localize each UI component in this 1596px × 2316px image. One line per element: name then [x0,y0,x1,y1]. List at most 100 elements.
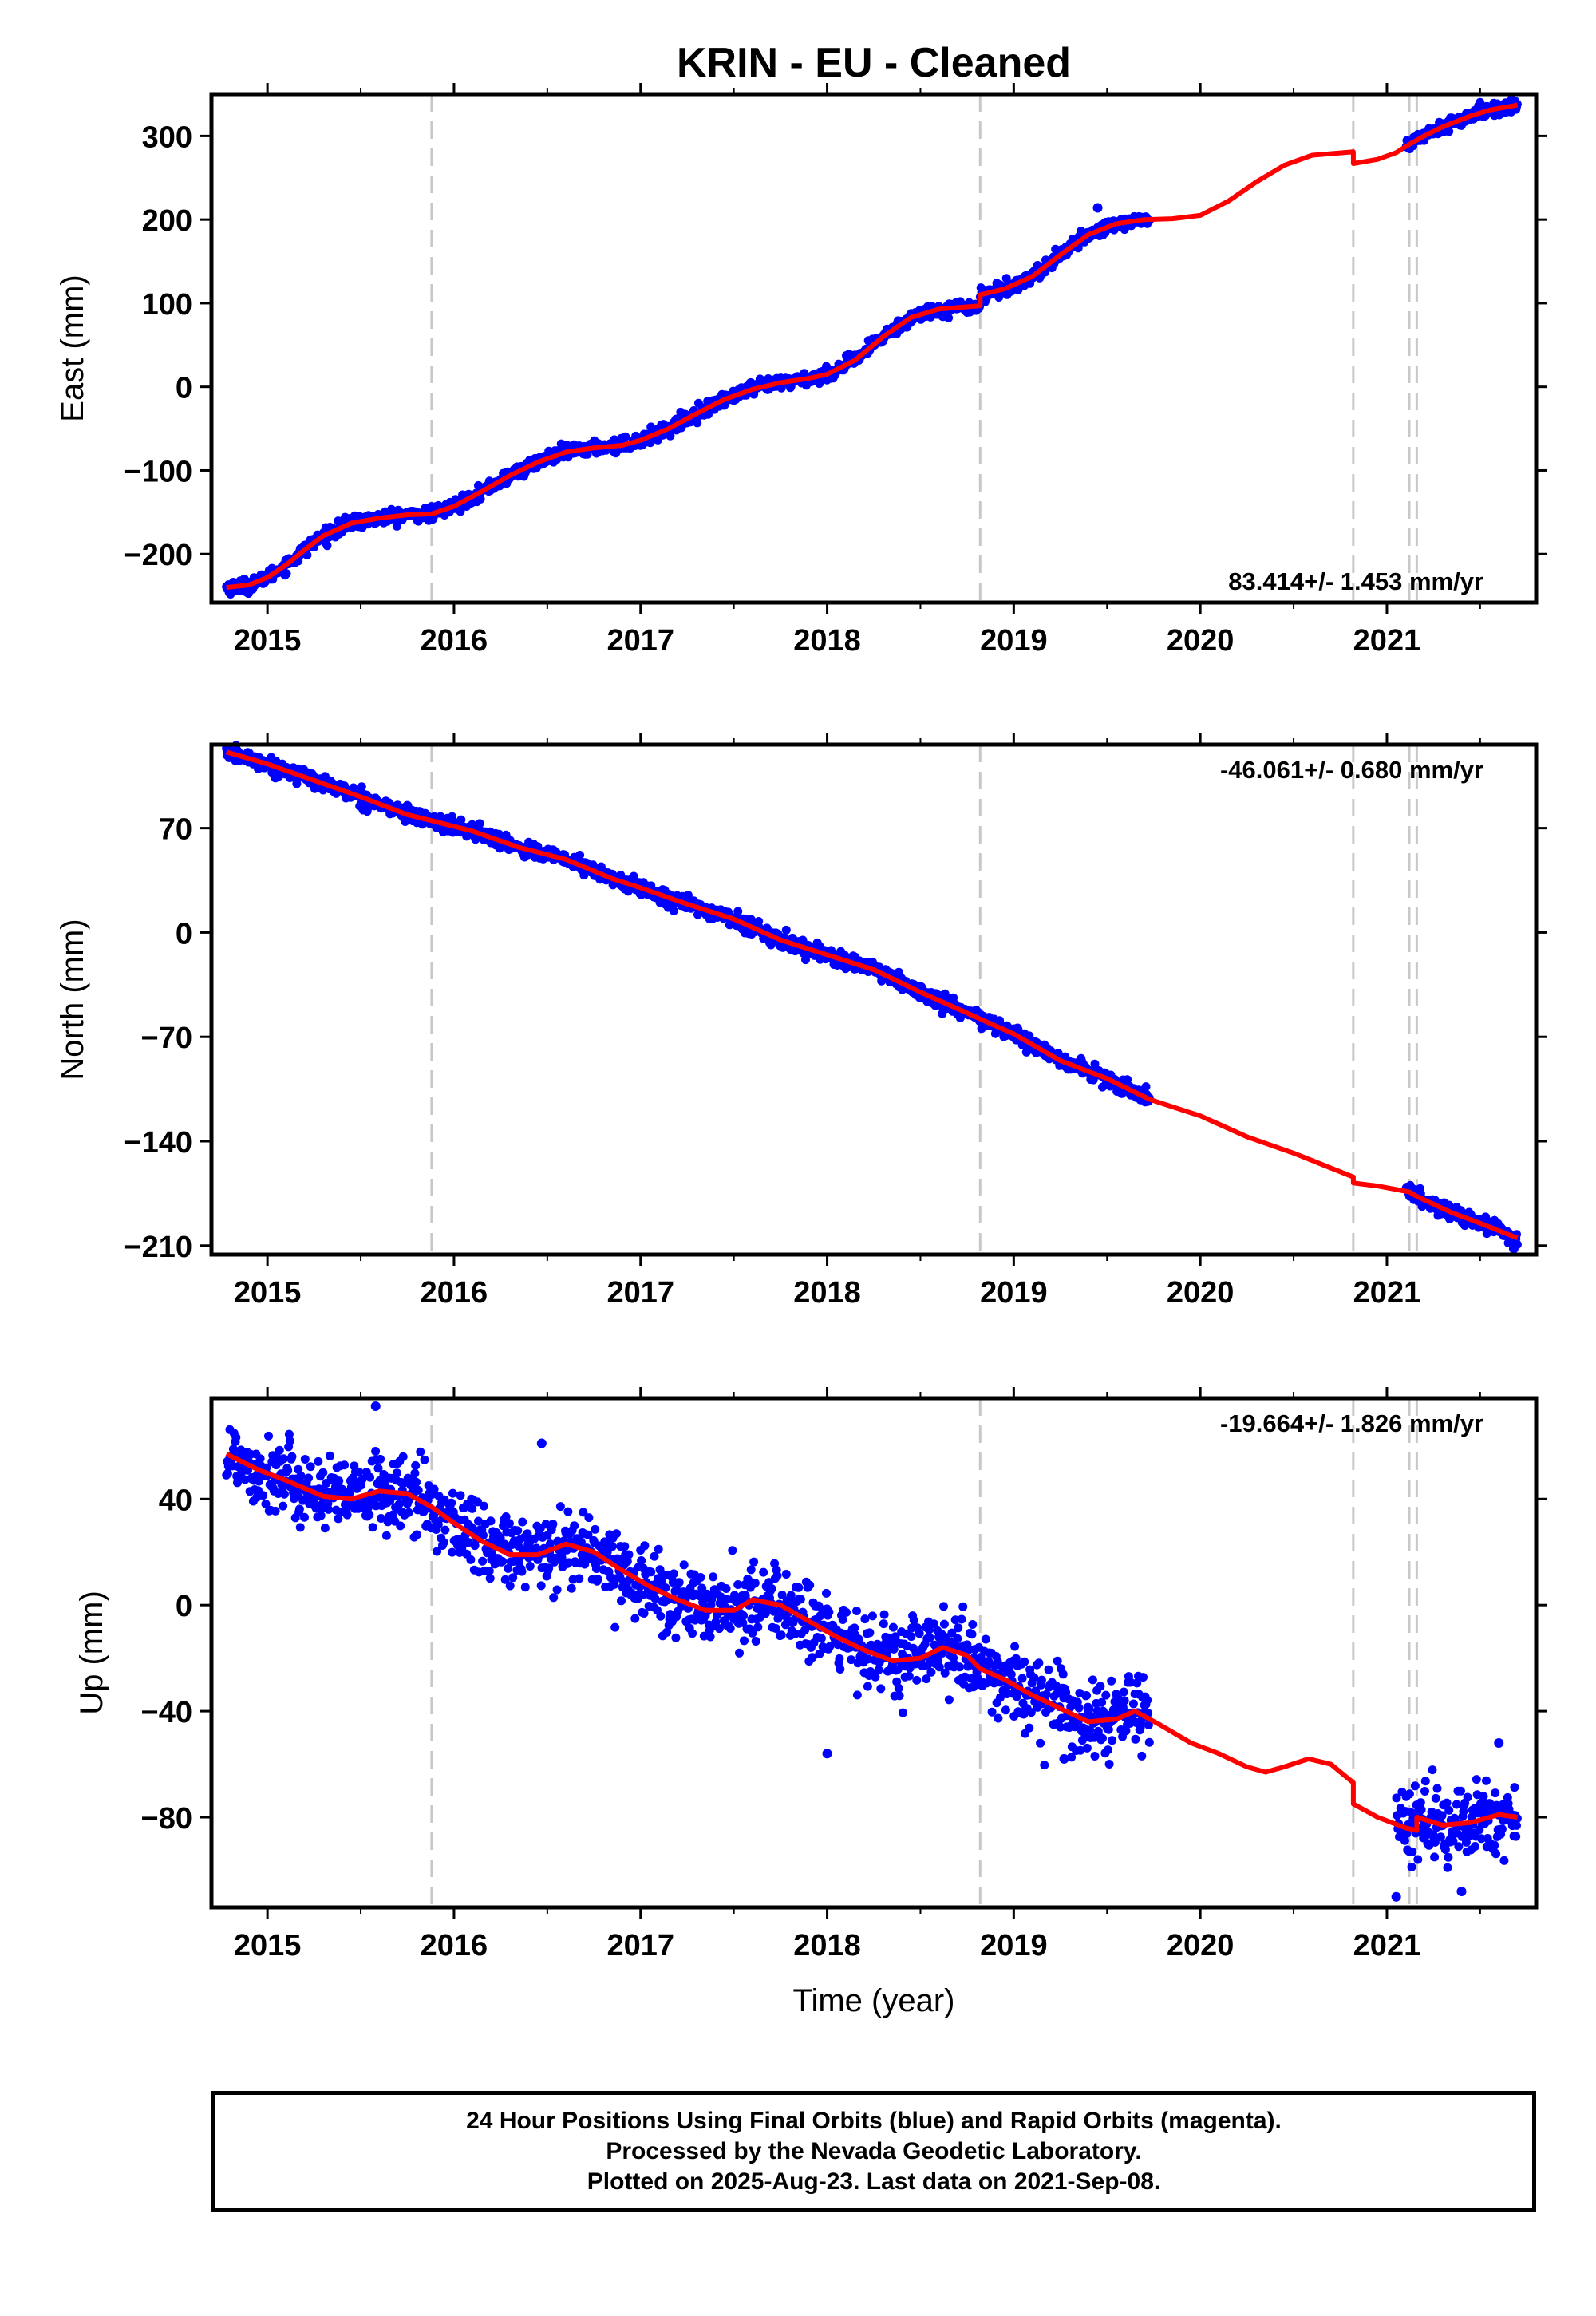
outlier-point [1092,203,1103,213]
data-point [1479,1792,1488,1801]
data-point [646,1567,656,1577]
data-point [711,1617,721,1626]
data-point [354,1467,364,1476]
y-tick-label: −40 [141,1696,192,1729]
data-point [349,783,358,792]
data-point [624,1550,634,1559]
data-point [1143,1696,1152,1705]
y-tick-label: 0 [176,372,192,405]
data-point [751,1637,760,1646]
data-point [735,1648,744,1658]
data-point [381,1531,391,1540]
data-point [575,851,585,860]
data-point [915,1629,924,1638]
data-point [610,1622,620,1632]
data-point [322,541,332,551]
data-point [1097,1697,1107,1707]
y-tick-label: −200 [124,539,192,572]
data-point [264,1431,273,1441]
data-point [1430,1837,1440,1847]
data-point [697,1583,707,1593]
outlier-point [1508,1243,1519,1254]
data-point [1067,1753,1077,1762]
data-point [1128,1699,1138,1709]
north-panel: 2015 2016 2017 2018 2019 2020 2021−210−140−700… [55,733,1547,1310]
x-tick-label: 2021 [1353,1929,1421,1962]
data-point [865,1628,875,1638]
data-point [1402,1829,1412,1838]
data-point [295,1523,305,1532]
data-point [1404,1789,1414,1799]
y-tick-label: 0 [176,1590,192,1623]
data-point [320,1524,330,1533]
data-point [271,1506,280,1516]
data-point [612,1529,621,1539]
model-fit-line [225,1452,1519,1833]
data-point [485,1574,495,1583]
data-point [801,955,810,965]
processing-notes-box: 24 Hour Positions Using Final Orbits (bl… [211,2091,1536,2212]
data-point [300,1455,310,1464]
data-point [575,1574,584,1583]
y-tick-label: −210 [124,1231,192,1264]
data-point [484,1567,494,1575]
data-point [474,1516,483,1526]
data-point [739,1611,749,1620]
data-point [1090,1752,1100,1761]
x-tick-label: 2017 [606,1929,674,1962]
data-point [630,1614,640,1623]
data-point [1040,1761,1049,1770]
x-tick-label: 2016 [421,1929,488,1962]
data-point [705,1632,715,1642]
data-point [1416,1805,1426,1815]
data-point [1119,1687,1128,1697]
data-point [1481,1212,1491,1222]
data-point [279,1501,288,1511]
data-point [412,1477,421,1487]
data-point [638,1590,647,1599]
y-tick-label: −80 [141,1802,192,1836]
data-point [944,313,954,322]
data-point [1452,1800,1461,1809]
data-point [835,1654,844,1663]
data-point [324,1504,334,1514]
data-point [893,1665,903,1674]
data-point [934,1655,943,1665]
data-point [777,1591,787,1599]
data-point [874,1665,883,1674]
data-point [1471,1842,1480,1851]
data-point [1026,1708,1036,1717]
data-point [396,1521,405,1531]
velocity-label: -46.061+/- 0.680 mm/yr [1220,756,1483,784]
data-point [1101,1690,1111,1700]
data-point [781,1570,791,1579]
y-axis-label: Up (mm) [74,1591,109,1715]
data-point [1020,1657,1029,1666]
data-point [231,1433,241,1442]
east-panel: 2015 2016 2017 2018 2019 2020 2021−200−1000100… [55,83,1547,658]
data-point [304,1473,314,1483]
data-point [316,1511,326,1520]
note-line-orbits: 24 Hour Positions Using Final Orbits (bl… [466,2108,1282,2134]
data-point [863,1682,872,1691]
y-tick-label: 0 [176,917,192,951]
data-point [536,1581,546,1591]
data-point [1444,1805,1454,1815]
data-point [340,1460,350,1470]
data-point [518,1517,527,1527]
data-point [922,1674,931,1684]
data-point [1420,1787,1429,1796]
data-point [285,1437,294,1445]
data-point [1437,1811,1447,1820]
data-point [1144,1737,1154,1747]
data-point [669,1569,678,1579]
data-point [505,1581,515,1591]
data-point [476,494,485,504]
data-point [750,1579,760,1587]
note-line-processor: Processed by the Nevada Geodetic Laborat… [606,2138,1142,2164]
data-point [504,1563,513,1573]
data-point [871,1672,880,1682]
data-point [733,907,743,916]
data-point [842,1607,851,1617]
data-point [929,1619,938,1629]
